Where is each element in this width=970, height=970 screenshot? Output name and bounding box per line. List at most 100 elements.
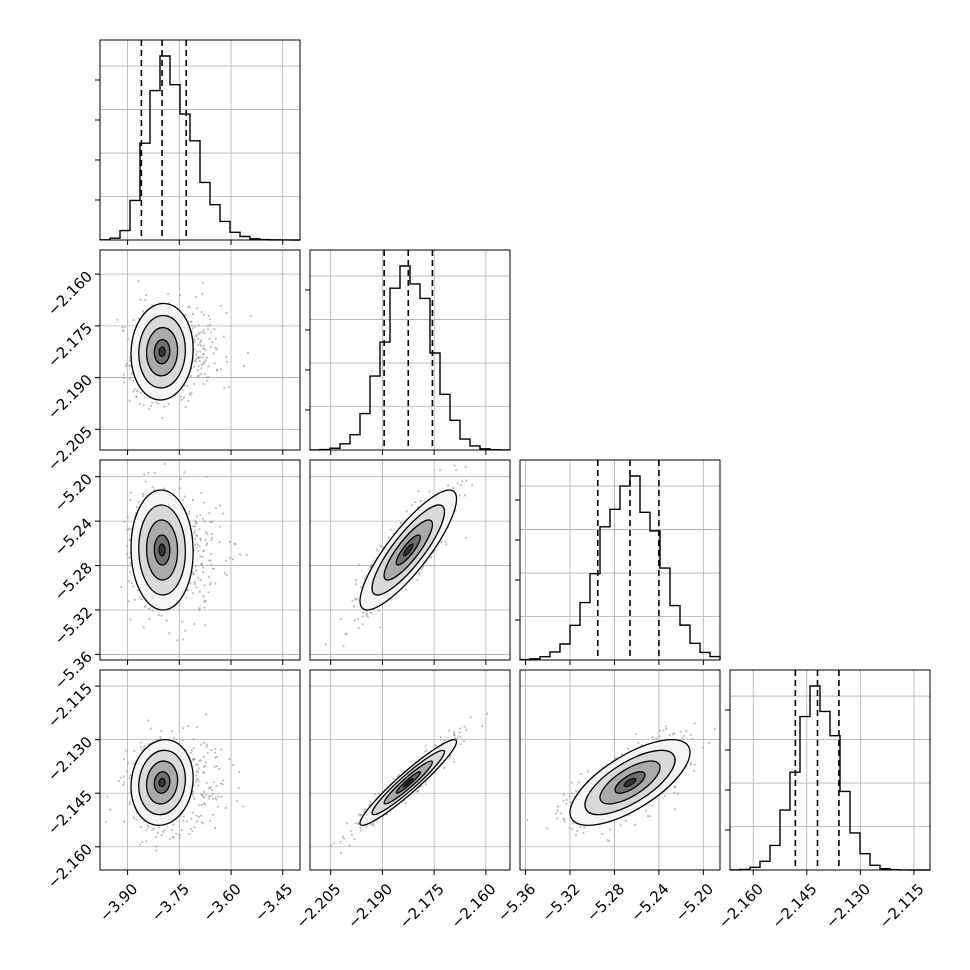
density-layer [324, 464, 474, 647]
sample-point [129, 365, 132, 368]
sample-point [187, 512, 190, 516]
scatter-panel-3-1: −2.205 −2.190 −2.175 −2.160 [292, 669, 511, 932]
sample-point [222, 779, 225, 782]
sample-point [204, 713, 208, 716]
sample-point [228, 557, 232, 560]
sample-point [211, 813, 215, 816]
x-tick-label: −5.20 [672, 880, 717, 925]
sample-point [454, 468, 458, 472]
sample-point [202, 765, 205, 768]
sample-point [184, 313, 187, 317]
sample-point [201, 571, 205, 574]
scatter-panel-3-0: −3.90 −3.75 −3.60 −3.45 −2.160−2.145−2.130−2… [44, 669, 301, 925]
sample-point [198, 350, 202, 353]
sample-point [453, 760, 456, 764]
y-tick-label: −2.205 [44, 423, 96, 475]
sample-point [461, 480, 464, 483]
sample-point [190, 320, 193, 323]
sample-point [463, 725, 466, 728]
sample-point [205, 794, 208, 797]
sample-point [354, 822, 357, 825]
sample-point [148, 617, 151, 621]
sample-point [219, 782, 223, 785]
sample-point [192, 795, 195, 798]
density-peak [623, 777, 637, 788]
histogram-panel-3: −2.160 −2.145 −2.130 −2.115 [715, 669, 931, 932]
sample-point [195, 726, 198, 729]
sample-point [216, 368, 219, 372]
sample-point [139, 826, 142, 829]
sample-point [608, 828, 611, 831]
sample-point [648, 815, 652, 818]
sample-point [205, 356, 209, 359]
sample-point [220, 795, 223, 798]
sample-point [583, 826, 586, 829]
sample-point [203, 372, 206, 376]
sample-point [559, 812, 563, 815]
y-tick-label: −2.130 [44, 733, 96, 785]
x-tick-label: −3.45 [251, 880, 296, 925]
sample-point [216, 805, 220, 808]
sample-point [167, 292, 170, 296]
sample-point [163, 462, 166, 465]
sample-point [194, 565, 198, 568]
histogram-line [99, 55, 301, 241]
sample-point [146, 824, 149, 827]
sample-point [200, 803, 203, 806]
sample-point [191, 793, 194, 796]
x-tick-label: −2.160 [448, 880, 500, 932]
sample-point [231, 763, 234, 767]
sample-point [209, 559, 212, 562]
sample-point [359, 826, 362, 830]
sample-point [140, 598, 143, 601]
sample-point [624, 819, 627, 823]
sample-point [345, 632, 348, 635]
sample-point [215, 784, 218, 787]
sample-point [196, 770, 199, 773]
x-tick-label: −2.145 [769, 880, 821, 932]
sample-point [198, 590, 201, 593]
sample-point [418, 573, 421, 576]
sample-point [203, 361, 206, 364]
sample-point [443, 739, 446, 742]
sample-point [213, 328, 216, 331]
sample-point [446, 484, 450, 487]
y-tick-label: −5.24 [51, 514, 96, 559]
sample-point [332, 842, 336, 845]
sample-point [459, 483, 462, 487]
sample-point [202, 595, 205, 598]
sample-point [143, 473, 146, 476]
sample-point [191, 571, 195, 574]
sample-point [128, 538, 131, 542]
sample-point [205, 542, 209, 545]
sample-point [133, 749, 136, 753]
sample-point [193, 623, 196, 626]
sample-point [193, 826, 196, 829]
sample-point [379, 544, 382, 547]
sample-point [418, 571, 421, 574]
sample-point [168, 631, 171, 635]
sample-point [414, 501, 417, 504]
sample-point [194, 295, 197, 298]
sample-point [182, 727, 185, 730]
sample-point [131, 585, 135, 588]
sample-point [565, 802, 568, 805]
sample-point [197, 608, 201, 612]
sample-point [179, 395, 182, 398]
sample-point [562, 799, 565, 802]
sample-point [148, 407, 151, 410]
sample-point [202, 600, 206, 603]
sample-point [201, 517, 204, 520]
sample-point [481, 724, 484, 728]
density-layer [119, 462, 248, 642]
sample-point [208, 337, 211, 341]
sample-point [440, 541, 443, 544]
sample-point [199, 555, 202, 558]
sample-point [189, 581, 192, 585]
sample-point [165, 619, 168, 622]
sample-point [198, 343, 202, 346]
sample-point [377, 792, 380, 796]
sample-point [137, 501, 140, 504]
sample-point [125, 770, 129, 773]
sample-point [193, 581, 196, 584]
